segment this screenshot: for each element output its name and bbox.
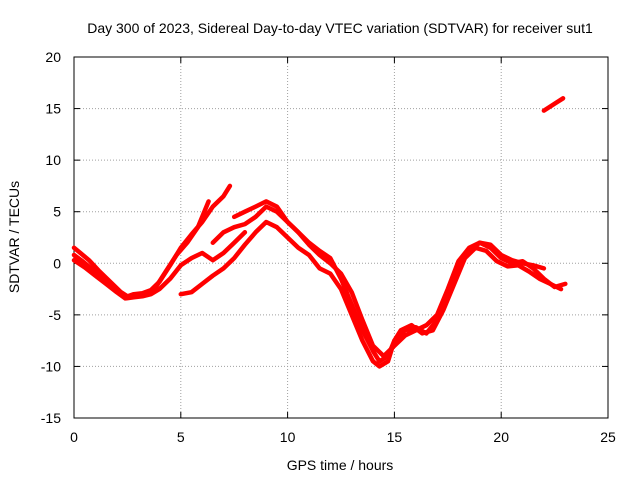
x-tick-label: 25 (600, 429, 616, 445)
y-tick-label: 15 (45, 101, 61, 117)
y-tick-label: -10 (41, 358, 61, 374)
series-trace-4 (178, 219, 564, 369)
x-axis-label: GPS time / hours (287, 457, 394, 473)
x-tick-labels: 0 5 10 15 20 25 (70, 429, 616, 445)
y-tick-label: -15 (41, 410, 61, 426)
series-trace-6 (231, 199, 547, 359)
x-tick-label: 20 (493, 429, 509, 445)
series-trace-5 (210, 204, 568, 364)
y-tick-label: 5 (53, 204, 61, 220)
grid-lines (74, 57, 608, 418)
x-tick-label: 5 (177, 429, 185, 445)
y-tick-labels: -15 -10 -5 0 5 10 15 20 (41, 49, 61, 426)
series-trace-2 (71, 199, 211, 300)
x-tick-label: 0 (70, 429, 78, 445)
plot-frame (73, 56, 609, 419)
y-tick-label: 10 (45, 152, 61, 168)
series-trace-3 (71, 230, 248, 301)
y-tick-label: 0 (53, 255, 61, 271)
y-axis-label: SDTVAR / TECUs (6, 181, 22, 293)
series-trace-7 (541, 96, 566, 113)
x-tick-label: 15 (387, 429, 403, 445)
x-tick-label: 10 (280, 429, 296, 445)
axis-ticks (73, 56, 609, 419)
chart-title: Day 300 of 2023, Sidereal Day-to-day VTE… (87, 20, 593, 36)
y-tick-label: 20 (45, 49, 61, 65)
data-series (71, 96, 568, 369)
y-tick-label: -5 (49, 307, 62, 323)
